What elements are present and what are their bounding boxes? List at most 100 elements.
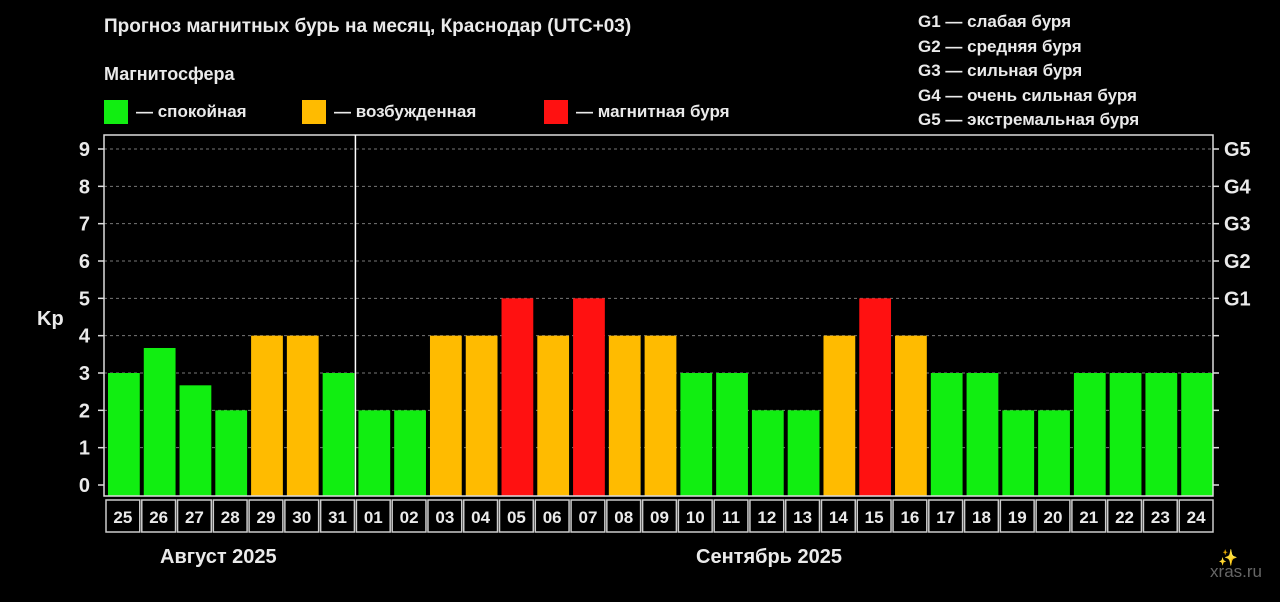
bar [1038,410,1070,496]
y-tick-label: 7 [79,214,90,236]
g-legend-item: G5 — экстремальная буря [918,110,1140,129]
day-label-box [534,499,570,533]
bar [966,373,999,496]
day-label-box [749,499,785,533]
bar [429,335,462,496]
day-label: 21 [1079,508,1098,527]
day-label: 24 [1187,508,1206,527]
day-label: 11 [722,508,740,527]
watermark: xras.ru [1210,562,1262,581]
day-label-box [212,499,248,533]
day-label: 27 [185,508,204,527]
day-label: 13 [793,508,812,527]
bar [465,335,498,496]
bar [286,335,319,496]
legend-label-storm: — магнитная буря [576,102,730,121]
legend-swatch-storm [544,100,568,124]
day-label-box [641,499,678,533]
day-label: 28 [221,508,240,527]
day-label: 18 [972,508,991,527]
bar [143,347,176,496]
day-label-box [784,499,821,533]
bar [251,335,283,496]
bar [716,373,748,496]
legend-swatch-excited [302,100,326,124]
day-label-box [1071,499,1107,533]
day-label: 14 [829,508,848,527]
bar [215,410,248,496]
day-label: 03 [435,508,454,527]
day-label: 10 [686,508,705,527]
month-label-september: Сентябрь 2025 [696,546,843,568]
bar [1145,373,1178,496]
day-label-box [606,499,642,533]
chart-title: Прогноз магнитных бурь на месяц, Краснод… [104,16,632,37]
legend-label-calm: — спокойная [136,102,247,121]
day-label-box [820,499,857,533]
g-scale-label: G4 [1224,176,1252,198]
wand-icon: ✨ [1218,550,1238,567]
day-label: 01 [364,508,383,527]
y-tick-label: 4 [79,326,91,348]
y-tick-label: 5 [79,288,90,310]
day-label-box [1035,499,1071,533]
day-label: 09 [650,508,669,527]
day-label: 06 [543,508,562,527]
day-label: 05 [507,508,526,527]
day-label: 12 [757,508,776,527]
bar [1073,373,1106,496]
day-label: 16 [900,508,919,527]
day-label: 07 [578,508,597,527]
g-scale-label: G1 [1224,288,1251,310]
day-label: 31 [328,508,347,527]
g-legend-item: G4 — очень сильная буря [918,85,1137,105]
bar [1181,373,1213,496]
legend-subtitle: Магнитосфера [104,64,235,84]
y-tick-label: 6 [79,251,90,273]
month-label-august: Август 2025 [160,546,277,568]
day-label-box [713,499,749,533]
day-label: 02 [400,508,419,527]
bar [573,298,605,496]
day-label-box [427,499,463,533]
bar [537,335,570,496]
day-label-box [999,499,1035,533]
g-scale-label: G3 [1224,214,1251,236]
bar [608,335,641,496]
bar [322,373,355,496]
bar [823,335,856,496]
day-label-box [677,499,713,533]
day-label: 29 [257,508,276,527]
day-label: 30 [292,508,311,527]
y-axis-label: Kp [37,308,64,330]
day-label: 23 [1151,508,1170,527]
y-tick-label: 8 [79,176,90,198]
day-label-box [892,499,928,533]
day-label: 15 [865,508,884,527]
day-label-box [248,499,284,533]
day-label-box [284,499,320,533]
day-label-box [105,499,141,533]
day-label: 20 [1044,508,1063,527]
g-legend-item: G2 — средняя буря [918,36,1082,56]
plot-frame [103,134,1214,497]
g-scale-legend: G1 — слабая буря G2 — средняя буря G3 — … [918,10,1139,133]
day-label-box [462,499,499,533]
y-tick-label: 2 [79,400,90,422]
day-label-box [1142,499,1178,533]
day-label: 25 [113,508,132,527]
day-label-box [570,499,606,533]
bar [501,298,534,496]
bar [394,410,426,496]
legend-label-excited: — возбужденная [334,102,477,121]
day-label-box [1106,499,1143,533]
bar [751,410,784,496]
y-tick-label: 1 [79,438,90,460]
g-scale-label: G5 [1224,139,1251,161]
legend-item-storm: — магнитная буря [544,98,730,126]
legend-swatch-calm [104,100,128,124]
bar [1002,410,1035,496]
bar [179,385,212,496]
bar [930,373,963,496]
